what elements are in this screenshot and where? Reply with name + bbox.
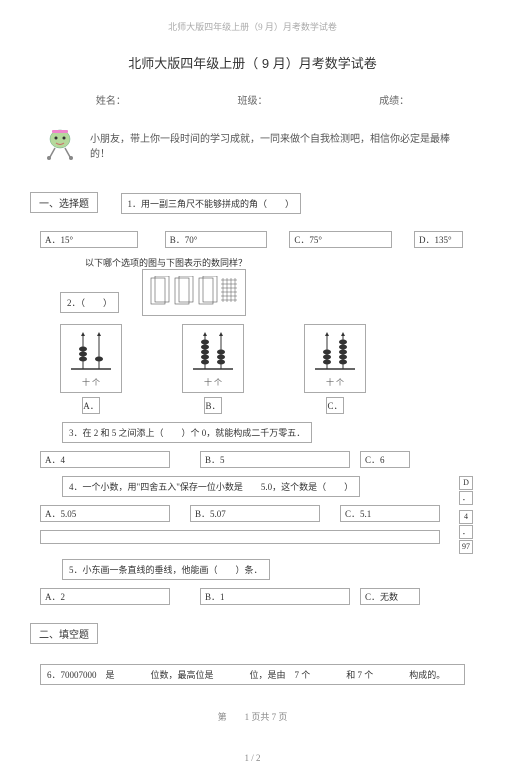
q4-opt-a: A．5.05	[40, 505, 170, 522]
q2-pre: 以下哪个选项的图与下图表示的数同样？	[85, 256, 465, 269]
q1-num: 1．	[128, 199, 142, 209]
q2-text: （ ）	[81, 298, 113, 308]
q3-opt-a: A．4	[40, 451, 170, 468]
footer: 1 / 2	[40, 753, 465, 763]
q4-opt-b: B．5.07	[190, 505, 320, 522]
q5-box: 5．小东画一条直线的垂线，他能画（ ）条．	[62, 559, 270, 580]
q1-box: 1．用一副三角尺不能够拼成的角（ ）	[121, 193, 302, 214]
q3-opt-c: C．6	[360, 451, 410, 468]
q2-num: 2．	[67, 298, 81, 308]
q4-d3: 4	[459, 510, 473, 524]
q4-side-d: D ．	[459, 476, 473, 505]
q5-opt-a: A．2	[40, 588, 170, 605]
abacus-a: 十 个	[60, 324, 122, 393]
page-number: 第 1 页共 7 页	[40, 710, 465, 723]
q4-d1: D	[459, 476, 473, 490]
q6-text: 70007000 是 位数，最高位是 位，是由 7 个 和 7 个 构成的。	[61, 670, 446, 680]
q1-text: 用一副三角尺不能够拼成的角（ ）	[141, 199, 294, 209]
q2-abacus-row: 十 个 A．	[60, 324, 465, 414]
q2-opt-a: A．	[82, 397, 100, 414]
q2-box: 2．（ ）	[60, 292, 119, 313]
q1-options: A．15° B．70° C．75° D．135°	[40, 231, 465, 248]
q5-num: 5．	[69, 565, 83, 575]
q2-opt-c: C．	[326, 397, 344, 414]
mascot-icon	[40, 127, 80, 162]
q3-options: A．4 B．5 C．6	[40, 451, 465, 468]
q1-opt-a: A．15°	[40, 231, 138, 248]
q6-num: 6．	[47, 670, 61, 680]
q4-d2: ．	[459, 491, 473, 505]
q4-text: 一个小数，用"四舍五入"保存一位小数是 5.0，这个数是（ ）	[83, 482, 354, 492]
q3-box: 3．在 2 和 5 之间添上（ ）个 0，就能构成二千万零五．	[62, 422, 312, 443]
q5-opt-c: C．无数	[360, 588, 420, 605]
page-title: 北师大版四年级上册（ 9 月）月考数学试卷	[40, 53, 465, 72]
abacus-c: 十 个	[304, 324, 366, 393]
name-label: 姓名：	[96, 92, 126, 107]
section-1-head: 一、选择题	[30, 192, 98, 213]
q4-options: A．5.05 B．5.07 C．5.1	[40, 505, 465, 522]
q1-opt-c: C．75°	[289, 231, 392, 248]
q6-box: 6．70007000 是 位数，最高位是 位，是由 7 个 和 7 个 构成的。	[40, 664, 465, 685]
q4-opt-c: C．5.1	[340, 505, 440, 522]
q2-opt-b: B．	[204, 397, 222, 414]
intro-text: 小朋友，带上你一段时间的学习成就，一同来做个自我检测吧，相信你必定是最棒的！	[90, 130, 465, 160]
q2-image	[142, 269, 246, 316]
class-label: 班级：	[237, 92, 267, 107]
running-head: 北师大版四年级上册（9 月）月考数学试卷	[40, 20, 465, 33]
q5-options: A．2 B．1 C．无数	[40, 588, 465, 605]
q1-opt-b: B．70°	[165, 231, 268, 248]
meta-row: 姓名： 班级： 成绩：	[40, 92, 465, 107]
q4-d4: ．	[459, 525, 473, 539]
q1-opt-d: D．135°	[414, 231, 463, 248]
q3-text: 在 2 和 5 之间添上（ ）个 0，就能构成二千万零五．	[83, 428, 306, 438]
q4-d5: 97	[459, 540, 473, 554]
q3-opt-b: B．5	[200, 451, 350, 468]
abacus-b: 十 个	[182, 324, 244, 393]
q5-text: 小东画一条直线的垂线，他能画（ ）条．	[83, 565, 263, 575]
section-2-head: 二、填空题	[30, 623, 98, 644]
q5-opt-b: B．1	[200, 588, 350, 605]
score-label: 成绩：	[379, 92, 409, 107]
q4-box: 4．一个小数，用"四舍五入"保存一位小数是 5.0，这个数是（ ）	[62, 476, 360, 497]
q3-num: 3．	[69, 428, 83, 438]
q4-num: 4．	[69, 482, 83, 492]
q4-blank	[40, 530, 440, 544]
intro-row: 小朋友，带上你一段时间的学习成就，一同来做个自我检测吧，相信你必定是最棒的！	[40, 127, 465, 162]
